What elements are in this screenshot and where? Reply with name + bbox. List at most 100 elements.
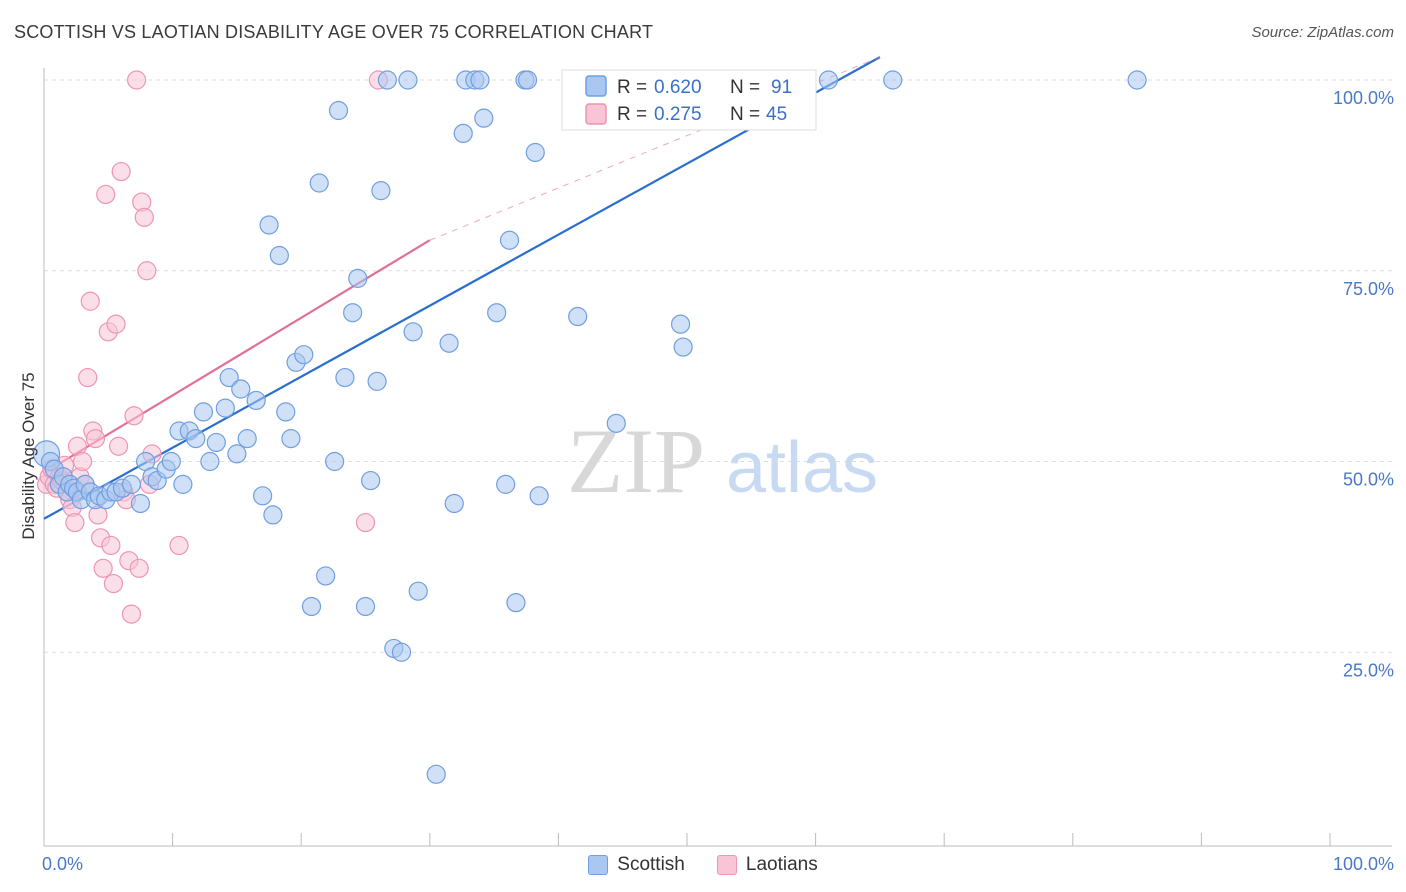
point-scottish-79 — [529, 486, 549, 506]
legend-label-laotians: Laotians — [745, 854, 818, 875]
point-laotians-27 — [106, 314, 126, 334]
point-scottish-72 — [487, 303, 507, 323]
point-scottish-45 — [294, 345, 314, 365]
point-scottish-48 — [316, 566, 336, 586]
point-laotians-29 — [111, 161, 131, 182]
watermark-zip: ZIP — [567, 410, 705, 512]
point-scottish-86 — [673, 337, 693, 357]
point-scottish-75 — [506, 593, 526, 613]
point-scottish-51 — [335, 367, 355, 388]
legend-item-scottish[interactable]: Scottish — [588, 854, 685, 876]
axes — [43, 68, 1392, 847]
point-laotians-36 — [129, 558, 149, 578]
point-scottish-62 — [403, 322, 423, 342]
series-legend: Scottish Laotians — [0, 852, 1406, 878]
y-tick-label-50: 50.0% — [1343, 470, 1394, 490]
legend-r-value-laotians: 0.275 — [654, 104, 702, 125]
legend-swatch-scottish — [585, 75, 607, 97]
point-scottish-90 — [1127, 70, 1147, 90]
stats-legend: R = 0.620 N = 91 R = 0.275 N = 45 — [561, 69, 817, 131]
point-scottish-28 — [186, 429, 206, 449]
point-scottish-49 — [325, 451, 345, 472]
point-laotians-17 — [80, 291, 100, 311]
legend-n-label-laotians: N = — [730, 104, 760, 125]
legend-r-value-scottish: 0.620 — [654, 77, 702, 98]
point-laotians-38 — [134, 207, 154, 227]
point-scottish-39 — [259, 215, 279, 235]
point-scottish-33 — [219, 367, 239, 388]
point-scottish-78 — [525, 142, 545, 163]
point-scottish-60 — [391, 642, 412, 662]
point-scottish-47 — [309, 173, 329, 193]
legend-r-label-laotians: R = — [617, 104, 647, 125]
point-laotians-35 — [126, 70, 147, 90]
legend-item-laotians[interactable]: Laotians — [716, 854, 818, 876]
point-scottish-55 — [361, 470, 381, 491]
point-scottish-52 — [343, 303, 363, 323]
point-scottish-89 — [883, 70, 903, 90]
y-axis-label: Disability Age Over 75 — [19, 372, 38, 539]
point-laotians-33 — [121, 604, 142, 624]
legend-n-value-scottish: 91 — [771, 77, 792, 98]
point-scottish-88 — [818, 70, 839, 90]
point-scottish-37 — [246, 390, 266, 411]
legend-swatch-scottish-bottom — [588, 855, 609, 875]
gridlines — [44, 79, 1392, 653]
legend-r-label-scottish: R = — [617, 77, 647, 98]
trend-line-scottish — [43, 56, 881, 520]
y-tick-label-25: 25.0% — [1343, 660, 1394, 680]
point-scottish-31 — [206, 432, 226, 453]
point-scottish-18 — [121, 474, 142, 494]
point-scottish-41 — [269, 245, 289, 266]
point-laotians-23 — [96, 184, 116, 205]
point-scottish-57 — [371, 181, 391, 201]
x-tick-label-max: 100.0% — [1333, 854, 1394, 874]
point-laotians-43 — [355, 512, 376, 533]
point-scottish-63 — [408, 581, 428, 601]
point-scottish-46 — [301, 596, 322, 617]
point-laotians-34 — [124, 406, 144, 426]
point-laotians-26 — [103, 573, 124, 594]
point-scottish-54 — [355, 596, 376, 617]
point-scottish-82 — [606, 413, 626, 433]
point-scottish-35 — [231, 379, 251, 399]
point-scottish-61 — [398, 70, 418, 90]
point-scottish-19 — [130, 493, 151, 514]
watermark: ZIP atlas — [567, 410, 878, 512]
point-laotians-22 — [93, 558, 113, 578]
chart-source: Source: ZipAtlas.com — [1251, 24, 1394, 41]
point-scottish-36 — [237, 429, 257, 449]
point-scottish-34 — [227, 444, 247, 464]
point-scottish-40 — [263, 505, 283, 525]
point-laotians-39 — [137, 261, 157, 281]
point-scottish-50 — [328, 100, 349, 121]
point-scottish-66 — [444, 493, 464, 514]
point-scottish-26 — [173, 474, 193, 494]
point-scottish-56 — [367, 371, 387, 391]
point-scottish-53 — [348, 268, 368, 288]
point-scottish-42 — [276, 402, 296, 422]
legend-swatch-laotians — [585, 103, 607, 125]
chart-title: SCOTTISH VS LAOTIAN DISABILITY AGE OVER … — [14, 22, 654, 42]
x-tick-label-min: 0.0% — [42, 854, 83, 874]
y-tick-labels: 25.0% 50.0% 75.0% 100.0% — [1333, 88, 1394, 680]
point-scottish-74 — [499, 230, 520, 250]
point-scottish-29 — [193, 402, 214, 422]
point-scottish-70 — [470, 70, 490, 90]
point-scottish-64 — [426, 764, 446, 784]
point-scottish-85 — [670, 314, 691, 334]
point-laotians-16 — [78, 367, 98, 388]
y-tick-label-100: 100.0% — [1333, 88, 1394, 108]
point-laotians-14 — [72, 451, 93, 472]
point-laotians-25 — [101, 535, 121, 556]
y-tick-label-75: 75.0% — [1343, 279, 1394, 299]
point-laotians-11 — [65, 512, 85, 533]
point-scottish-73 — [496, 474, 516, 494]
point-scottish-38 — [253, 486, 273, 506]
legend-swatch-laotians-bottom — [716, 855, 737, 875]
legend-n-label-scottish: N = — [730, 77, 760, 98]
point-laotians-42 — [169, 535, 189, 556]
point-scottish-77 — [517, 70, 538, 90]
point-scottish-30 — [200, 451, 220, 472]
